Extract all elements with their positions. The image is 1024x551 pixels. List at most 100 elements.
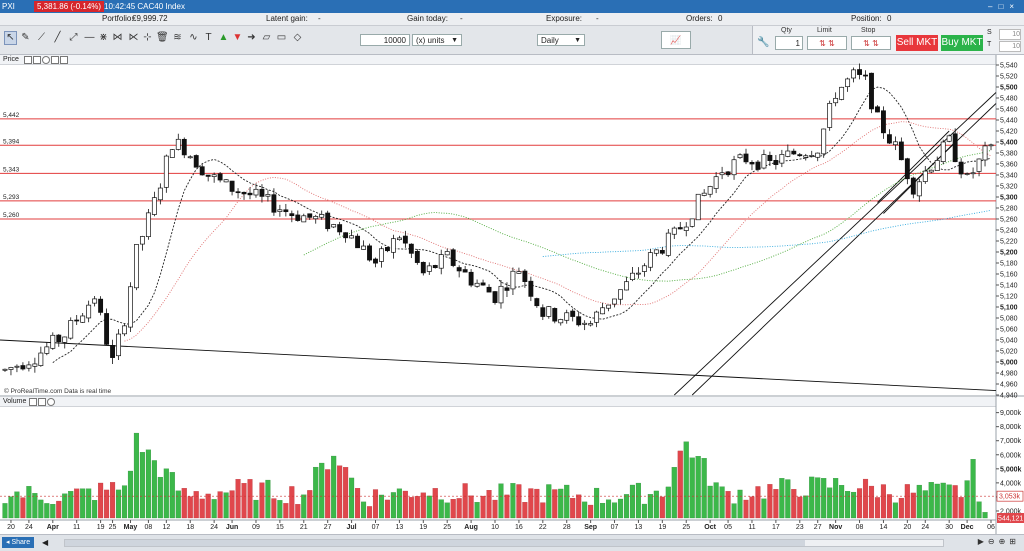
volume-bar [695, 456, 701, 519]
wave-icon[interactable]: ∿ [189, 32, 198, 43]
volume-bar [725, 491, 731, 519]
candle [325, 210, 331, 232]
candle [396, 235, 402, 241]
settings-icon[interactable] [24, 56, 32, 64]
candle-body [492, 291, 498, 303]
candle [480, 279, 486, 286]
quantity-input[interactable]: 10000 [360, 34, 410, 46]
window-icon[interactable] [33, 56, 41, 64]
candle [671, 226, 677, 240]
cursor-icon[interactable]: ↖ [4, 31, 17, 45]
candle-body [647, 252, 653, 268]
shape-icon[interactable]: ▱ [262, 32, 271, 43]
sell-market-button[interactable]: Sell MKT [896, 35, 938, 51]
candle-body [797, 154, 803, 157]
window-icon[interactable] [38, 398, 46, 406]
volume-bar [223, 492, 229, 519]
volume-bar [528, 488, 534, 519]
candle [815, 152, 821, 162]
chart-scrollbar[interactable] [64, 539, 944, 547]
arrow-down-icon[interactable]: ▼ [232, 32, 243, 43]
candle [116, 329, 121, 360]
candle-body [558, 319, 564, 324]
rectangle-icon[interactable]: ▭ [276, 32, 287, 43]
candle-body [456, 267, 462, 272]
price-tick-label: 4,980 [1000, 371, 1018, 378]
candle-body [98, 298, 104, 313]
candle [295, 210, 301, 222]
volume-bar [588, 504, 594, 519]
candle [857, 63, 862, 80]
volume-bar [743, 499, 749, 519]
s-value-input[interactable]: 10 [999, 29, 1021, 40]
units-select[interactable]: (x) units ▼ [412, 34, 462, 46]
candle-body [68, 320, 74, 339]
candle-body [749, 162, 755, 165]
candle [355, 233, 361, 249]
close-icon[interactable] [47, 398, 55, 406]
volume-bar [492, 499, 498, 519]
volume-bar [384, 499, 390, 519]
arrow-right-icon[interactable]: ➜ [247, 32, 256, 43]
candle-body [20, 365, 26, 370]
pencil-icon[interactable]: ✎ [21, 32, 30, 43]
volume-bar [880, 484, 886, 519]
volume-bar [641, 503, 647, 519]
candle-body [349, 235, 355, 239]
share-button[interactable]: ◂ Share [2, 537, 35, 548]
expand-icon[interactable] [60, 56, 68, 64]
volume-last-label: 544,121 [998, 516, 1023, 523]
order-quantity-input[interactable]: 1 [775, 36, 803, 50]
candle-body [952, 133, 958, 163]
fan-icon[interactable]: ⋈ [112, 32, 123, 43]
candle [988, 143, 994, 151]
scrollbar-thumb[interactable] [65, 540, 805, 546]
candle-body [827, 102, 833, 128]
pattern-icon[interactable]: ≋ [173, 32, 182, 43]
limit-order-field[interactable]: ⇅ ⇅ [807, 36, 847, 50]
volume-bar [576, 494, 582, 519]
candle [420, 261, 426, 276]
wrench-icon[interactable]: 🔧 [757, 37, 770, 48]
candle [331, 223, 337, 229]
t-value-input[interactable]: 10 [999, 41, 1021, 52]
candle-body [677, 227, 683, 230]
buy-market-button[interactable]: Buy MKT [941, 35, 983, 51]
text-icon[interactable]: T [205, 32, 212, 43]
candle [157, 183, 163, 205]
candle-body [468, 271, 474, 286]
chart-type-icon[interactable]: 📈 [661, 31, 691, 49]
timeframe-select[interactable]: Daily ▼ [537, 34, 585, 46]
zoom-controls[interactable]: ▶⊖⊕⊞ [977, 537, 1020, 546]
candle [689, 218, 695, 228]
line-icon[interactable]: ╱ [54, 32, 61, 43]
ruler-icon[interactable]: ⟋ [38, 32, 45, 43]
volume-bar [115, 489, 122, 519]
arrow-up-icon[interactable]: ▲ [218, 32, 229, 43]
candle [80, 312, 86, 323]
candle-body [134, 244, 139, 289]
horizontal-line-icon[interactable]: — [84, 32, 95, 43]
scroll-left-icon[interactable]: ◀ [42, 538, 49, 547]
price-tick-label: 5,240 [1000, 228, 1018, 235]
volume-bar [707, 485, 713, 519]
magnet-icon[interactable]: ⊹ [143, 32, 152, 43]
ray-icon[interactable]: ⤢ [69, 32, 78, 43]
position-label: Position: [851, 14, 882, 23]
volume-bar [617, 498, 624, 519]
volume-bar [343, 467, 349, 519]
window-controls[interactable]: –□× [988, 2, 1020, 11]
channel-icon[interactable]: ⋇ [99, 32, 108, 43]
candle-body [361, 245, 366, 250]
volume-bar [564, 484, 570, 519]
stop-order-field[interactable]: ⇅ ⇅ [851, 36, 891, 50]
price-volume-chart[interactable]: 5,442 5,394 5,343 5,293 5,260 5,540 5,520 5,50… [0, 0, 1024, 534]
volume-bar [689, 457, 695, 519]
close-icon[interactable] [42, 56, 50, 64]
candle [546, 305, 552, 319]
polygon-icon[interactable]: ◇ [293, 32, 302, 43]
fibonacci-icon[interactable]: ⋉ [128, 32, 139, 43]
trash-icon[interactable]: 🗑 [156, 32, 169, 43]
settings-icon[interactable] [29, 398, 37, 406]
add-indicator-icon[interactable] [51, 56, 59, 64]
